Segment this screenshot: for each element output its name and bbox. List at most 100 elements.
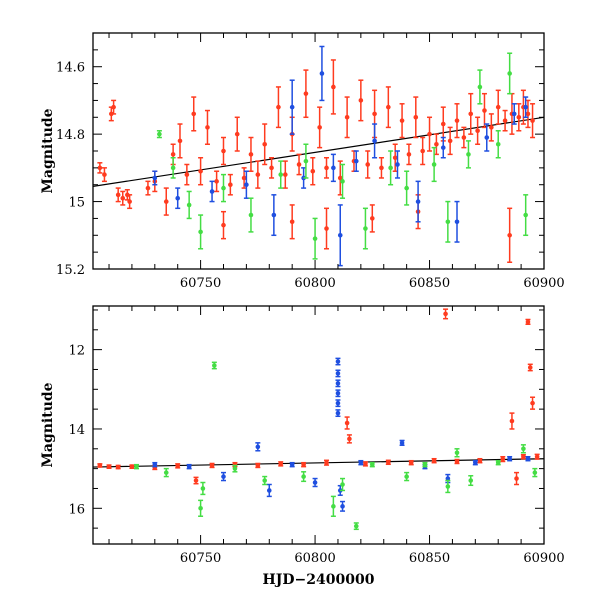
data-point: [385, 86, 391, 129]
data-point: [232, 464, 238, 473]
point-marker: [271, 212, 277, 218]
data-point: [443, 308, 449, 320]
point-marker: [369, 462, 375, 467]
data-point: [296, 153, 302, 176]
data-point: [156, 130, 162, 139]
point-marker: [111, 104, 116, 110]
point-marker: [335, 359, 341, 364]
point-marker: [212, 363, 217, 368]
data-point: [415, 180, 421, 223]
plot-area: [93, 308, 544, 531]
point-marker: [477, 458, 483, 464]
data-point: [523, 96, 529, 119]
point-marker: [386, 459, 391, 465]
point-marker: [440, 121, 446, 127]
point-marker: [445, 219, 451, 225]
point-marker: [312, 480, 318, 485]
data-point: [289, 204, 295, 240]
point-marker: [443, 311, 448, 317]
point-marker: [283, 172, 288, 177]
point-marker: [363, 461, 368, 467]
point-marker: [507, 232, 512, 238]
point-marker: [466, 152, 471, 157]
data-point: [520, 444, 526, 454]
point-marker: [358, 460, 364, 465]
data-point: [475, 116, 481, 146]
data-point: [129, 464, 135, 469]
data-point: [101, 167, 107, 183]
point-marker: [404, 185, 409, 191]
point-marker: [422, 462, 428, 467]
data-point: [204, 109, 210, 146]
point-marker: [97, 463, 103, 468]
data-point: [330, 59, 336, 115]
data-point: [404, 170, 410, 206]
point-marker: [232, 466, 238, 471]
point-marker: [289, 104, 295, 110]
data-point: [358, 459, 364, 466]
data-point: [282, 160, 288, 189]
data-point: [115, 464, 121, 470]
point-marker: [331, 504, 336, 509]
data-point: [461, 126, 467, 149]
point-marker: [331, 165, 336, 171]
point-marker: [289, 219, 295, 225]
point-marker: [97, 165, 103, 171]
point-marker: [454, 450, 460, 456]
point-marker: [473, 460, 478, 465]
x-tick-label: 60800: [294, 551, 335, 566]
point-marker: [152, 175, 158, 181]
data-point: [404, 471, 410, 482]
data-point: [394, 150, 400, 179]
point-marker: [335, 381, 341, 386]
point-marker: [344, 114, 350, 120]
data-point: [346, 434, 352, 444]
point-marker: [205, 125, 210, 130]
data-point: [335, 379, 341, 388]
point-marker: [221, 185, 226, 191]
data-point: [362, 461, 368, 467]
x-tick-label: 60850: [409, 276, 450, 291]
point-marker: [365, 162, 371, 167]
data-point: [507, 52, 513, 95]
point-marker: [198, 229, 203, 235]
point-marker: [170, 165, 176, 171]
point-marker: [521, 454, 526, 460]
data-point: [440, 106, 446, 142]
data-point: [399, 103, 405, 139]
point-marker: [248, 212, 254, 218]
data-point: [198, 499, 204, 517]
data-point: [324, 207, 330, 250]
data-point: [445, 200, 451, 243]
point-marker: [525, 456, 531, 462]
point-marker: [489, 125, 494, 130]
data-point: [200, 481, 206, 496]
data-point: [301, 461, 307, 468]
data-point: [145, 180, 151, 196]
data-point: [127, 194, 133, 210]
point-marker: [500, 456, 506, 462]
data-point: [525, 99, 531, 129]
data-point: [353, 150, 359, 172]
plot-frame: [92, 32, 545, 270]
data-point: [392, 143, 398, 172]
baseline-model-line: [93, 116, 544, 187]
data-point: [191, 96, 197, 132]
data-point: [468, 475, 474, 487]
data-point: [353, 522, 359, 531]
point-marker: [115, 464, 121, 470]
point-marker: [175, 195, 181, 201]
point-marker: [262, 478, 268, 483]
series-red: [97, 308, 540, 486]
point-marker: [445, 476, 451, 481]
point-marker: [408, 460, 414, 465]
data-point: [330, 495, 336, 517]
data-point: [243, 170, 249, 199]
y-tick-label: 14.6: [56, 61, 85, 76]
point-marker: [399, 118, 405, 123]
y-tick-label: 15.2: [56, 263, 85, 278]
point-marker: [191, 111, 197, 117]
point-marker: [157, 131, 162, 137]
point-marker: [511, 111, 517, 117]
